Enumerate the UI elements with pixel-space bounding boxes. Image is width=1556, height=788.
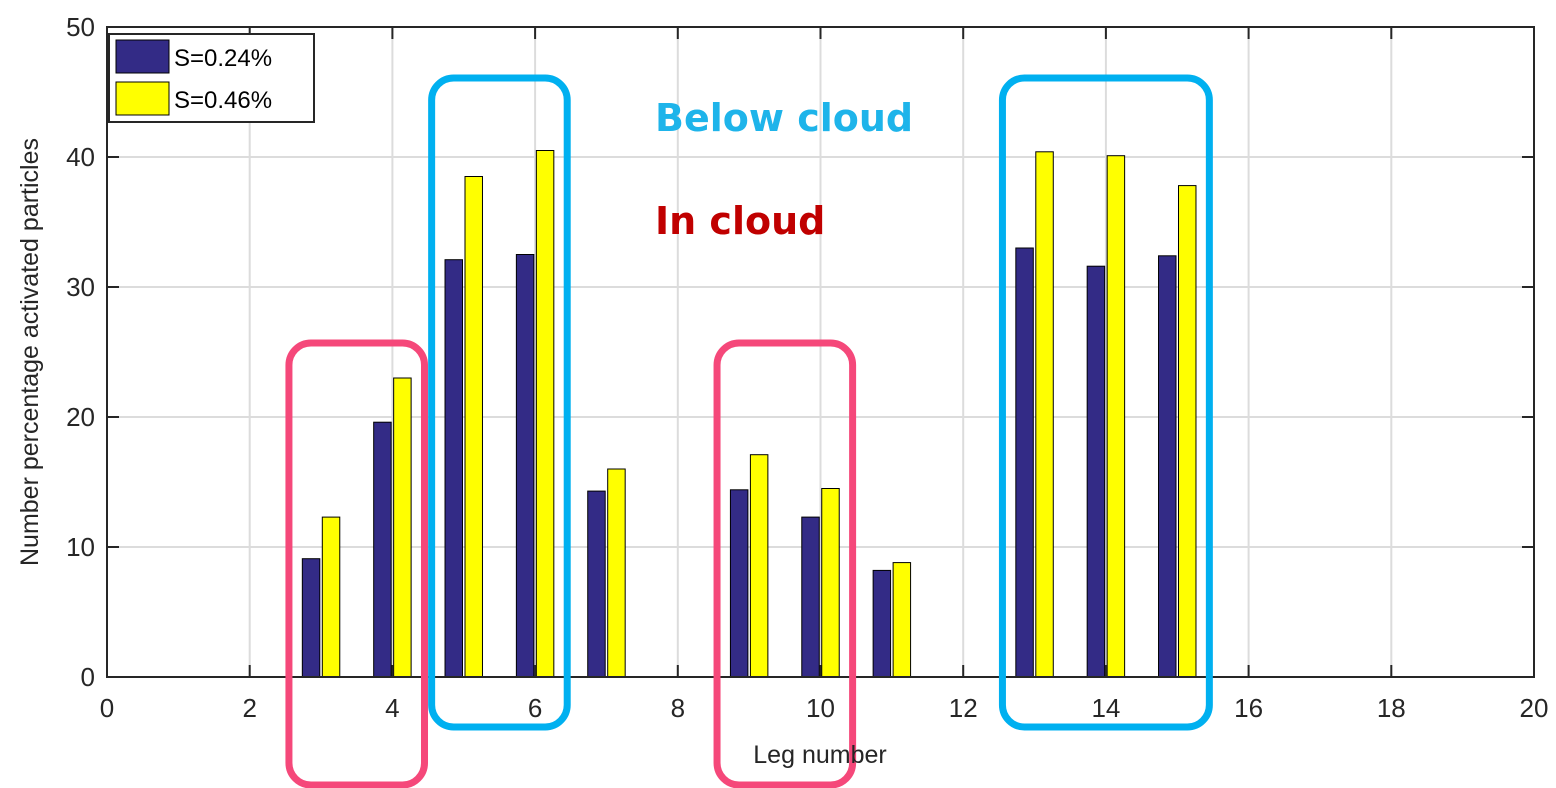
x-tick-label: 4 [385,693,399,723]
x-tick-label: 8 [671,693,685,723]
x-tick-label: 2 [242,693,256,723]
bar-s024 [587,490,606,678]
bar-s024 [729,489,749,678]
legend-swatch-s046 [115,81,170,116]
below-cloud-box [428,74,571,731]
bar-s024 [801,516,820,678]
bar-s046 [393,377,412,678]
ticks: 0 2 4 6 8 10 12 14 16 18 20 0 10 20 30 40 50 [66,12,1548,723]
bar-s024 [301,558,321,678]
x-axis-label: Leg number [753,741,886,769]
bar-s024 [1015,247,1034,678]
x-tick-label: 0 [100,693,114,723]
highlight-boxes [285,74,1213,788]
bar-s046 [1035,151,1054,678]
x-tick-label: 10 [806,693,835,723]
in-cloud-box [713,339,857,788]
bar-s046 [535,150,555,678]
legend-swatch-s024 [115,39,170,74]
bar-s046 [321,516,341,678]
y-tick-label: 30 [66,272,95,302]
y-tick-label: 40 [66,142,95,172]
bar-s046 [749,454,769,678]
x-tick-label: 20 [1520,693,1549,723]
bar-s046 [1177,185,1197,678]
x-tick-label: 14 [1091,693,1120,723]
below-cloud-box [998,74,1213,731]
bar-s024 [515,254,535,678]
y-axis-label: Number percentage activated particles [16,138,44,566]
bar-s024 [1086,265,1106,678]
bar-s046 [821,488,840,678]
x-tick-label: 18 [1377,693,1406,723]
annotation-below-cloud: Below cloud [655,96,913,140]
legend-label-s024: S=0.24% [174,45,272,72]
annotation-in-cloud: In cloud [655,199,825,243]
in-cloud-box [285,339,429,788]
bar-s024 [444,259,464,678]
y-tick-label: 50 [66,12,95,42]
y-tick-label: 10 [66,532,95,562]
legend-label-s046: S=0.46% [174,87,272,114]
x-tick-label: 6 [528,693,542,723]
bar-s046 [464,176,483,678]
legend: S=0.24% S=0.46% [108,33,315,123]
bar-s024 [373,421,392,678]
x-tick-label: 12 [949,693,978,723]
bar-s046 [1106,155,1126,678]
x-tick-label: 16 [1234,693,1263,723]
y-tick-label: 20 [66,402,95,432]
y-tick-label: 0 [81,662,95,692]
bar-s046 [607,468,626,678]
bar-s024 [1158,255,1177,678]
bar-s024 [872,569,892,678]
bar-s046 [892,562,912,678]
bars [301,150,1197,678]
